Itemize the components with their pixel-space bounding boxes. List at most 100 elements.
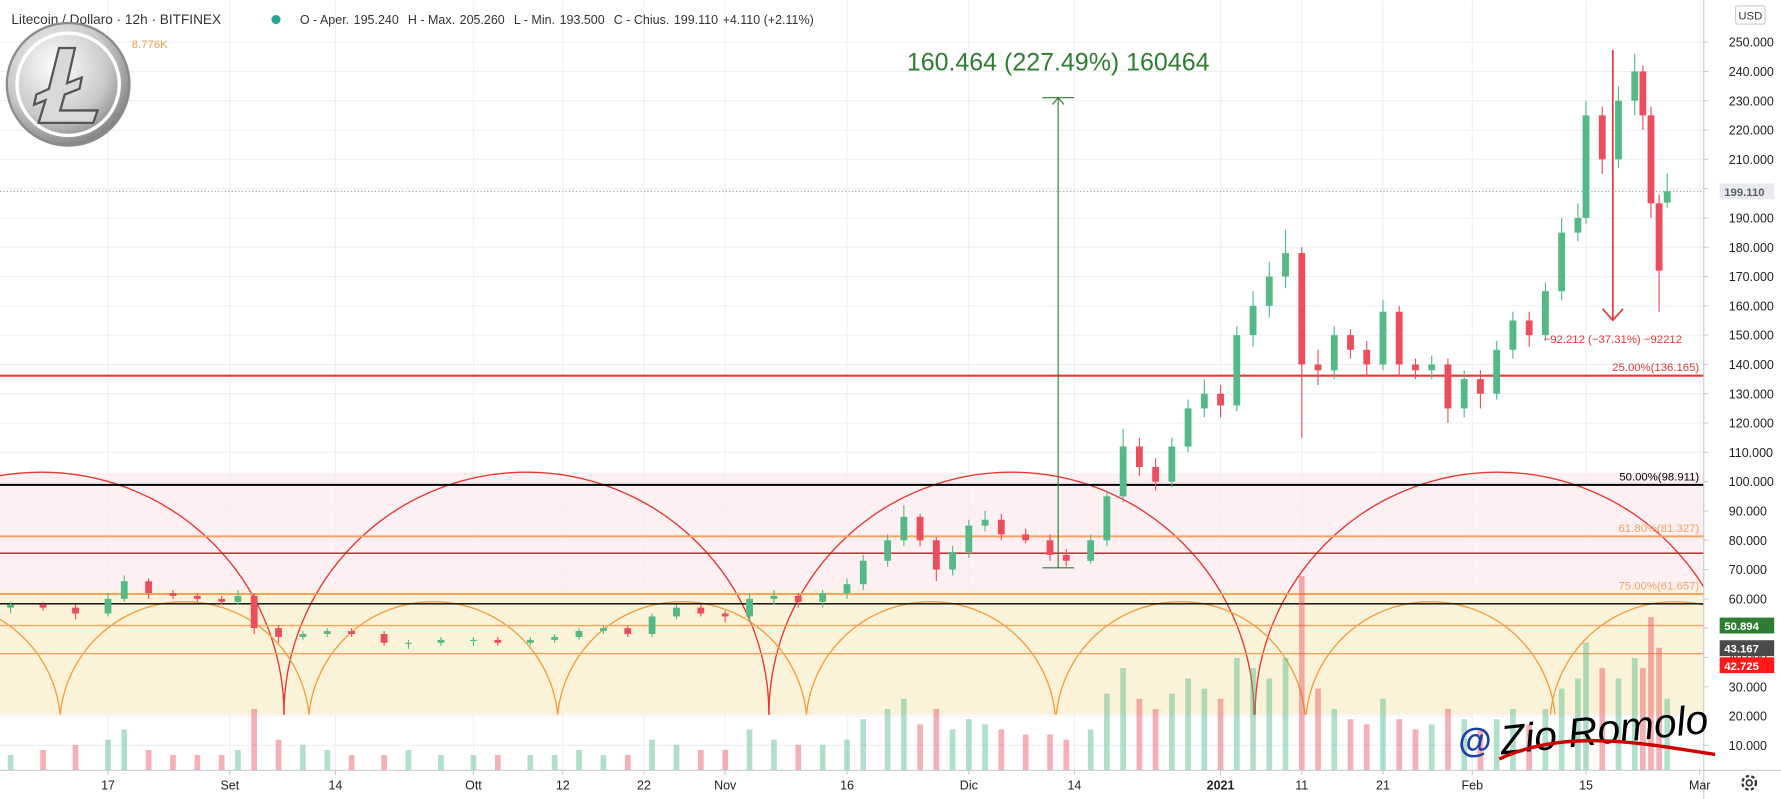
volume-bar: [1640, 668, 1646, 771]
cycle-arc-small: [1305, 600, 1556, 715]
candle-body: [1639, 71, 1647, 116]
volume-bar: [405, 749, 412, 771]
y-tick-label: 220.000: [1729, 124, 1774, 138]
volume-bar: [1347, 719, 1354, 771]
candle-body: [599, 628, 607, 632]
legend-label: O - Aper.: [300, 13, 349, 27]
y-tick-label: 150.000: [1729, 329, 1774, 343]
volume-bar: [1380, 698, 1386, 771]
candle-body: [1558, 232, 1566, 292]
candle-body: [624, 628, 632, 635]
measure-up-label: 160.464 (227.49%) 160464: [907, 49, 1210, 77]
symbol-title: Litecoin / Dollaro · 12h · BITFINEX: [11, 12, 221, 27]
cycle-arc-small: [0, 618, 61, 715]
candle-body: [794, 595, 802, 602]
x-tick-label: 2021: [1207, 779, 1235, 793]
volume-bar: [1282, 657, 1289, 771]
volume-bar: [40, 749, 46, 771]
candle-body: [1046, 540, 1054, 555]
cycle-arc-small: [1549, 600, 1704, 715]
volume-bar: [121, 729, 128, 771]
candle-body: [673, 607, 680, 617]
volume-bar: [998, 729, 1005, 771]
currency-box[interactable]: [1734, 5, 1766, 25]
volume-bar: [1461, 719, 1468, 771]
x-tick-label: Dic: [960, 779, 978, 793]
y-tick-label: 240.000: [1729, 65, 1774, 79]
y-tick-label: 110.000: [1729, 446, 1773, 460]
volume-bar: [1201, 688, 1208, 771]
y-tick-label: 120.000: [1729, 417, 1774, 431]
volume-bar: [1558, 688, 1565, 771]
candle-body: [1249, 305, 1257, 336]
x-tick-label: Nov: [714, 779, 737, 793]
candle-body: [526, 639, 534, 643]
volume-bar: [746, 729, 753, 771]
volume-bar: [1022, 734, 1029, 771]
candle-body: [1598, 115, 1606, 160]
volume: [7, 576, 1671, 771]
volume-bar: [1266, 678, 1273, 771]
y-tick-label: 160.000: [1729, 299, 1774, 313]
candle-body: [1525, 320, 1533, 336]
x-tick-label: 17: [101, 779, 115, 793]
candle-body: [348, 631, 356, 635]
y-tick-label: 80.000: [1729, 534, 1767, 548]
volume-bar: [884, 709, 891, 771]
volume-bar: [7, 755, 14, 771]
volume-bar: [771, 739, 777, 771]
candle-body: [721, 613, 729, 617]
candle-body: [1444, 364, 1452, 409]
volume-bar: [527, 755, 534, 771]
volume-bar: [1185, 678, 1191, 771]
ohlc-legend: O - Aper. 195.240 H - Max. 205.260 L - Min. 1…: [300, 13, 814, 27]
legend-value: 195.240: [354, 13, 399, 27]
candle-body: [234, 595, 242, 602]
candle-body: [1460, 379, 1468, 409]
volume-bar: [251, 709, 258, 771]
volume-bar: [649, 739, 655, 771]
candle-body: [1119, 446, 1127, 497]
fib-level-label: 50.00%(98.911): [1619, 471, 1699, 483]
x-tick-label: 21: [1376, 779, 1390, 793]
volume-bar: [1412, 729, 1419, 771]
price-marker: [1719, 617, 1775, 634]
status-dot: [271, 15, 281, 25]
candle-body: [1200, 393, 1208, 409]
volume-bar: [819, 744, 826, 771]
candle-body: [770, 595, 778, 599]
candle-body: [1509, 320, 1517, 350]
volume-bar: [551, 755, 558, 771]
zone-yellow: [0, 589, 1704, 715]
volume-bar: [697, 749, 704, 771]
candle-body: [1615, 100, 1622, 160]
signature-at: @: [1458, 722, 1491, 760]
y-tick-label: 250.000: [1729, 36, 1774, 50]
candle-body: [843, 584, 851, 593]
settings-icon[interactable]: [1741, 774, 1758, 791]
volume-bar: [235, 749, 241, 771]
volume-bar: [844, 739, 850, 771]
x-tick-label: 15: [1579, 779, 1593, 793]
volume-bar: [300, 744, 306, 771]
price-marker-label: 199.110: [1724, 187, 1764, 199]
volume-bar: [1631, 657, 1638, 771]
y-tick-label: 140.000: [1729, 358, 1774, 372]
y-tick-label: 170.000: [1729, 270, 1774, 284]
cycle-arc-small: [1055, 600, 1306, 715]
candle-body: [1647, 115, 1655, 204]
candle-body: [437, 639, 445, 643]
measure-down-label: −92.212 (−37.31%) −92212: [1544, 334, 1682, 346]
y-tick-label: 100.000: [1729, 475, 1774, 489]
price-marker: [1719, 657, 1775, 674]
legend-label: L - Min.: [514, 13, 555, 27]
volume-bar: [624, 755, 631, 771]
volume-bar: [1087, 729, 1094, 771]
candle-body: [380, 634, 388, 643]
volume-bar: [722, 749, 729, 771]
candle-body: [7, 604, 14, 608]
cycle-arc-small: [805, 600, 1056, 715]
volume-bar: [381, 755, 387, 771]
candle-body: [949, 551, 956, 570]
volume-bar: [1169, 693, 1175, 771]
